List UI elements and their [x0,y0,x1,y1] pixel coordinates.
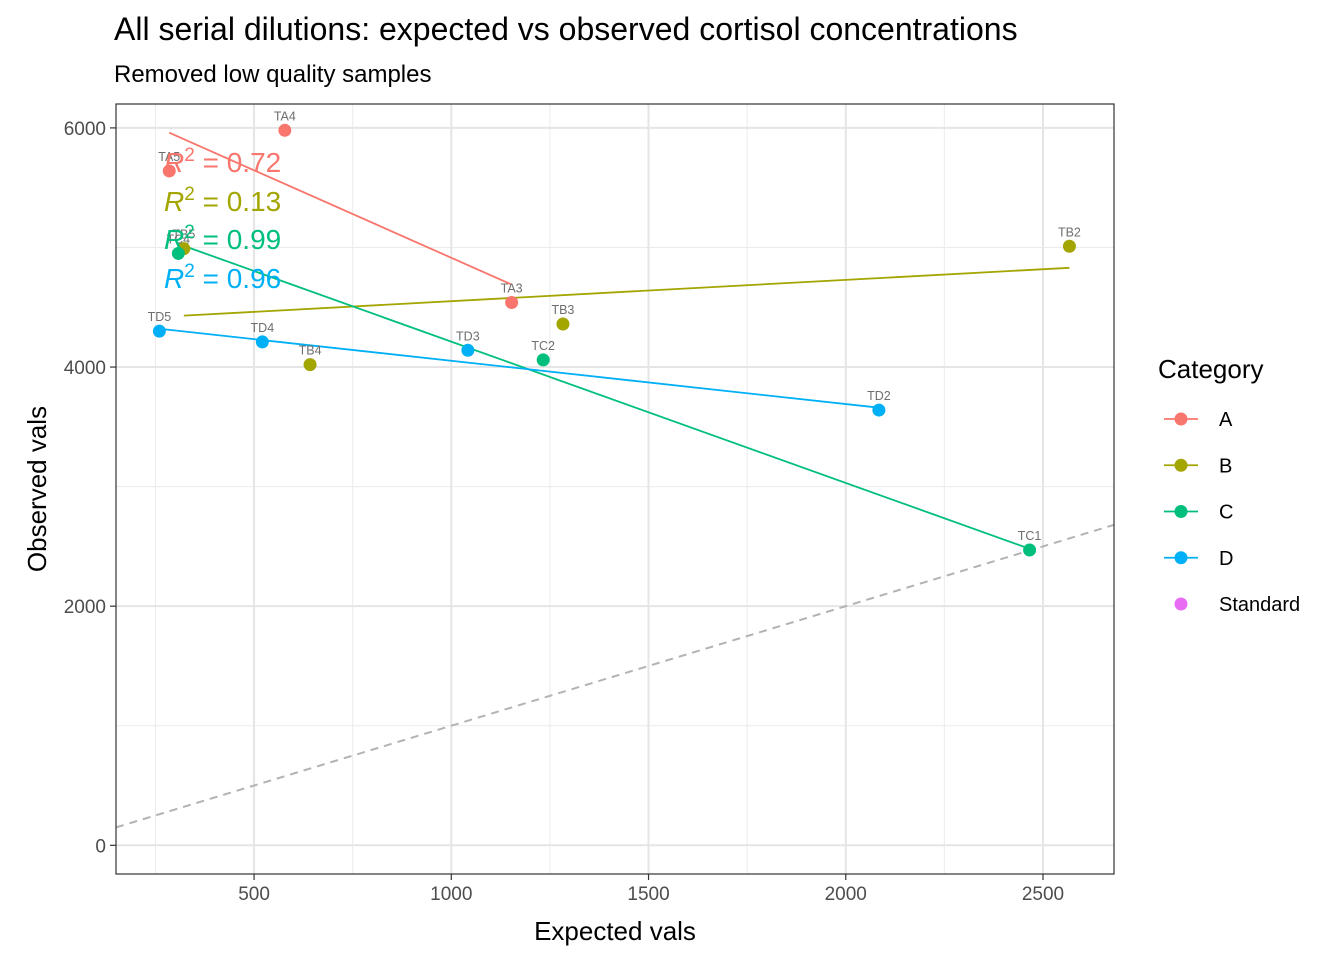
point-label-td5: TD5 [148,310,172,324]
x-axis-title: Expected vals [534,916,696,946]
fit-line-c [178,243,1030,550]
point-label-tb5: TB5 [172,228,195,242]
point-label-tb4: TB4 [299,344,322,358]
legend-key-point [1174,412,1188,426]
x-tick-label: 1500 [627,884,669,905]
point-label-tc1: TC1 [1018,529,1042,543]
legend-label: D [1219,548,1233,570]
legend-item-c: C [1164,502,1233,524]
reference-line [115,523,1115,829]
data-point-ta4 [278,123,292,137]
minor-gridlines [116,104,1114,874]
r-squared-label-c: R2 = 0.99 [164,222,281,255]
data-point-tc2 [536,353,550,367]
y-axis: 0 2000 4000 6000 [64,119,116,857]
legend-key-point [1174,597,1188,611]
data-points [152,123,1076,557]
point-label-ta3: TA3 [501,281,523,295]
r-squared-exponent: 2 [184,261,195,282]
x-tick-label: 2000 [825,884,867,905]
legend-item-d: D [1164,548,1233,570]
point-label-ta4: TA4 [274,109,296,123]
y-tick-label: 4000 [64,358,106,379]
legend-key-point [1174,458,1188,472]
fit-lines [159,131,1070,550]
y-tick-label: 2000 [64,597,106,618]
point-label-tc4: TC4 [167,232,191,246]
r-squared-value: = 0.96 [195,263,281,294]
legend-title: Category [1158,354,1264,384]
point-label-td2: TD2 [867,389,891,403]
data-point-ta5 [162,164,176,178]
data-point-ta3 [505,295,519,309]
data-point-td3 [461,343,475,357]
r-squared-value: = 0.72 [195,147,281,178]
point-labels: TA5 TA4 TA3 TB5 TB4 TB3 TB2 TC4 TC2 TC1 TD5 TD4 TD3 T… [148,109,1081,543]
legend: Category A B C D Standard [1158,354,1300,616]
x-tick-label: 2500 [1022,884,1064,905]
identity-dashed-line [115,523,1115,829]
fit-line-d [159,327,879,409]
y-axis-title: Observed vals [22,406,52,572]
r-squared-exponent: 2 [184,145,195,166]
data-point-td4 [255,335,269,349]
chart-subtitle: Removed low quality samples [114,61,431,88]
point-label-tb3: TB3 [551,303,574,317]
chart-title: All serial dilutions: expected vs observ… [114,11,1018,47]
legend-item-b: B [1164,455,1232,477]
panel-background [116,104,1114,874]
legend-label: A [1219,409,1233,431]
y-tick-label: 6000 [64,119,106,140]
r-squared-value: = 0.13 [195,186,281,217]
r-squared-exponent: 2 [184,184,195,205]
legend-item-standard: Standard [1174,594,1300,616]
data-point-td2 [872,403,886,417]
r-squared-value: = 0.99 [195,224,281,255]
r-squared-symbol: R [164,147,184,178]
r-squared-symbol: R [164,263,184,294]
legend-key-point [1174,505,1188,518]
legend-key-point [1174,551,1188,565]
point-label-td4: TD4 [251,321,275,335]
legend-label: Standard [1219,594,1300,616]
r-squared-symbol: R [164,224,184,255]
point-label-tb2: TB2 [1058,225,1081,239]
fit-line-a [168,131,513,286]
point-label-ta5: TA5 [158,150,180,164]
panel-border [115,103,1115,875]
data-point-td5 [152,324,166,338]
r-squared-label-b: R2 = 0.13 [164,184,281,217]
plot-panel: TA5 TA4 TA3 TB5 TB4 TB3 TB2 TC4 TC2 TC1 TD5 TD4 TD3 T… [115,103,1115,875]
r-squared-symbol: R [164,186,184,217]
y-tick-label: 0 [95,836,106,857]
data-point-tc1 [1023,543,1037,557]
legend-label: B [1219,455,1232,477]
x-axis: 500 1000 1500 2000 2500 [238,874,1064,905]
legend-item-a: A [1164,409,1233,431]
data-point-tb4 [303,358,317,372]
data-point-tc4 [171,246,185,260]
legend-label: C [1219,502,1233,524]
data-point-tb2 [1062,239,1076,253]
data-point-tb3 [556,317,570,331]
r-squared-label-a: R2 = 0.72 [164,145,281,178]
r-squared-label-d: R2 = 0.96 [164,261,281,294]
major-gridlines [116,104,1114,874]
fit-line-b [183,266,1070,317]
r-squared-exponent: 2 [184,222,195,243]
point-label-td3: TD3 [456,329,480,343]
point-label-tc2: TC2 [531,339,555,353]
x-tick-label: 500 [238,884,270,905]
x-tick-label: 1000 [430,884,472,905]
